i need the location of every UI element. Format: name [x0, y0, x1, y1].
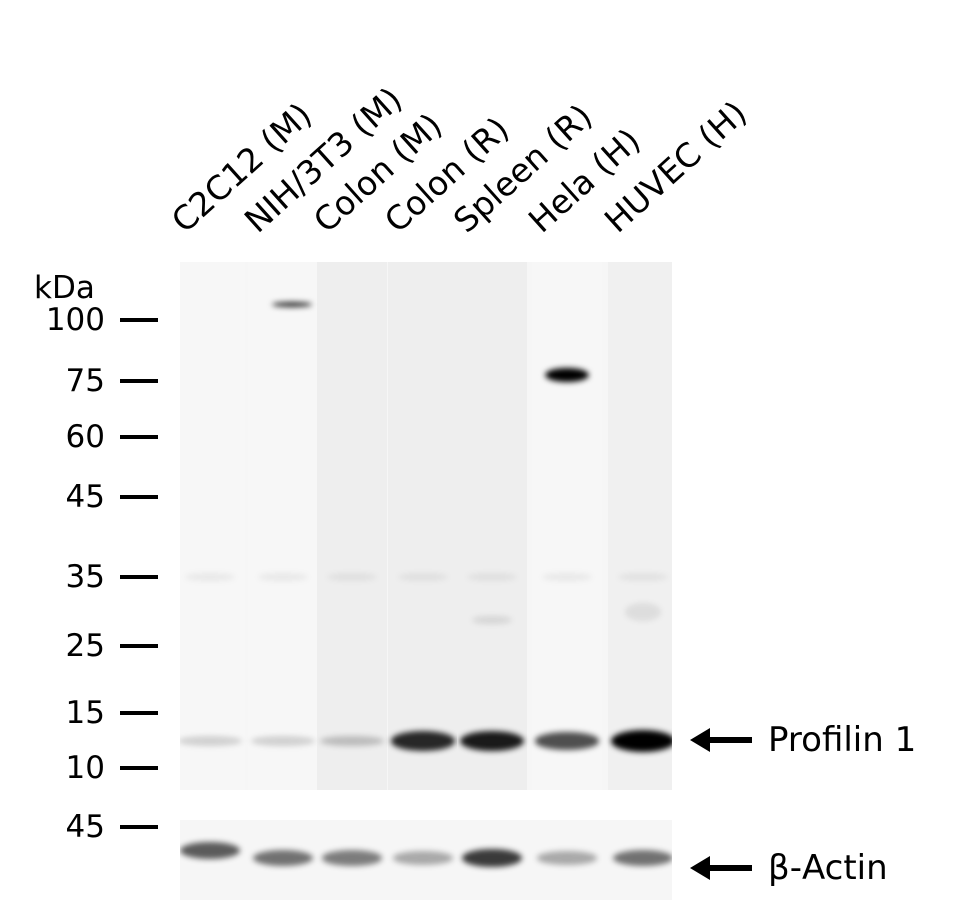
marker-tick: [120, 575, 158, 579]
marker-tick: [120, 766, 158, 770]
band: [398, 573, 448, 581]
marker-10-kda: 10: [0, 750, 160, 786]
band: [393, 851, 453, 865]
band: [322, 850, 382, 866]
lane-background: [608, 262, 672, 790]
band: [258, 573, 308, 581]
marker-tick: [120, 435, 158, 439]
marker-tick: [120, 825, 158, 829]
lane-background: [317, 262, 387, 790]
marker-25-kda: 25: [0, 628, 160, 664]
band: [272, 301, 312, 307]
marker-15-kda: 15: [0, 695, 160, 731]
marker-value: 100: [45, 302, 105, 338]
target-name: Profilin 1: [768, 720, 917, 760]
lane-background: [388, 262, 458, 790]
marker-tick: [120, 711, 158, 715]
lane-background: [457, 262, 527, 790]
marker-100-kda: 100: [0, 302, 160, 338]
marker-tick: [120, 495, 158, 499]
marker-value: 15: [65, 695, 105, 731]
marker-loading-45-kda: 45: [0, 809, 160, 845]
band: [611, 730, 672, 752]
band: [180, 735, 242, 747]
band: [625, 603, 661, 621]
unit-label: kDa: [34, 270, 95, 306]
marker-value: 35: [65, 559, 105, 595]
band: [253, 850, 313, 866]
band: [391, 731, 455, 751]
marker-value: 10: [65, 750, 105, 786]
lane-background: [532, 262, 602, 790]
marker-value: 45: [65, 479, 105, 515]
band: [613, 850, 672, 866]
marker-value: 60: [65, 419, 105, 455]
marker-value: 25: [65, 628, 105, 664]
band: [185, 573, 235, 581]
target-name: β-Actin: [768, 848, 888, 888]
band: [537, 851, 597, 865]
arrow-left-icon: [690, 856, 752, 880]
band: [320, 735, 384, 747]
marker-tick: [120, 379, 158, 383]
blot-panel-loading-control: [180, 820, 672, 900]
target-label-actin: β-Actin: [690, 848, 888, 888]
band: [472, 616, 512, 624]
marker-value: 75: [65, 363, 105, 399]
band: [462, 848, 522, 868]
marker-tick: [120, 318, 158, 322]
marker-45-kda: 45: [0, 479, 160, 515]
marker-value: 45: [65, 809, 105, 845]
blot-panel-main: [180, 262, 672, 790]
band: [327, 573, 377, 581]
band: [535, 732, 599, 750]
target-label-profilin: Profilin 1: [690, 720, 916, 760]
band: [460, 731, 524, 751]
lane-background: [180, 262, 245, 790]
band: [467, 573, 517, 581]
band: [251, 735, 315, 747]
band: [545, 368, 589, 382]
band: [618, 573, 668, 581]
lane-background: [248, 262, 318, 790]
band: [180, 841, 240, 859]
marker-tick: [120, 644, 158, 648]
marker-35-kda: 35: [0, 559, 160, 595]
marker-75-kda: 75: [0, 363, 160, 399]
arrow-left-icon: [690, 728, 752, 752]
band: [542, 573, 592, 581]
marker-60-kda: 60: [0, 419, 160, 455]
